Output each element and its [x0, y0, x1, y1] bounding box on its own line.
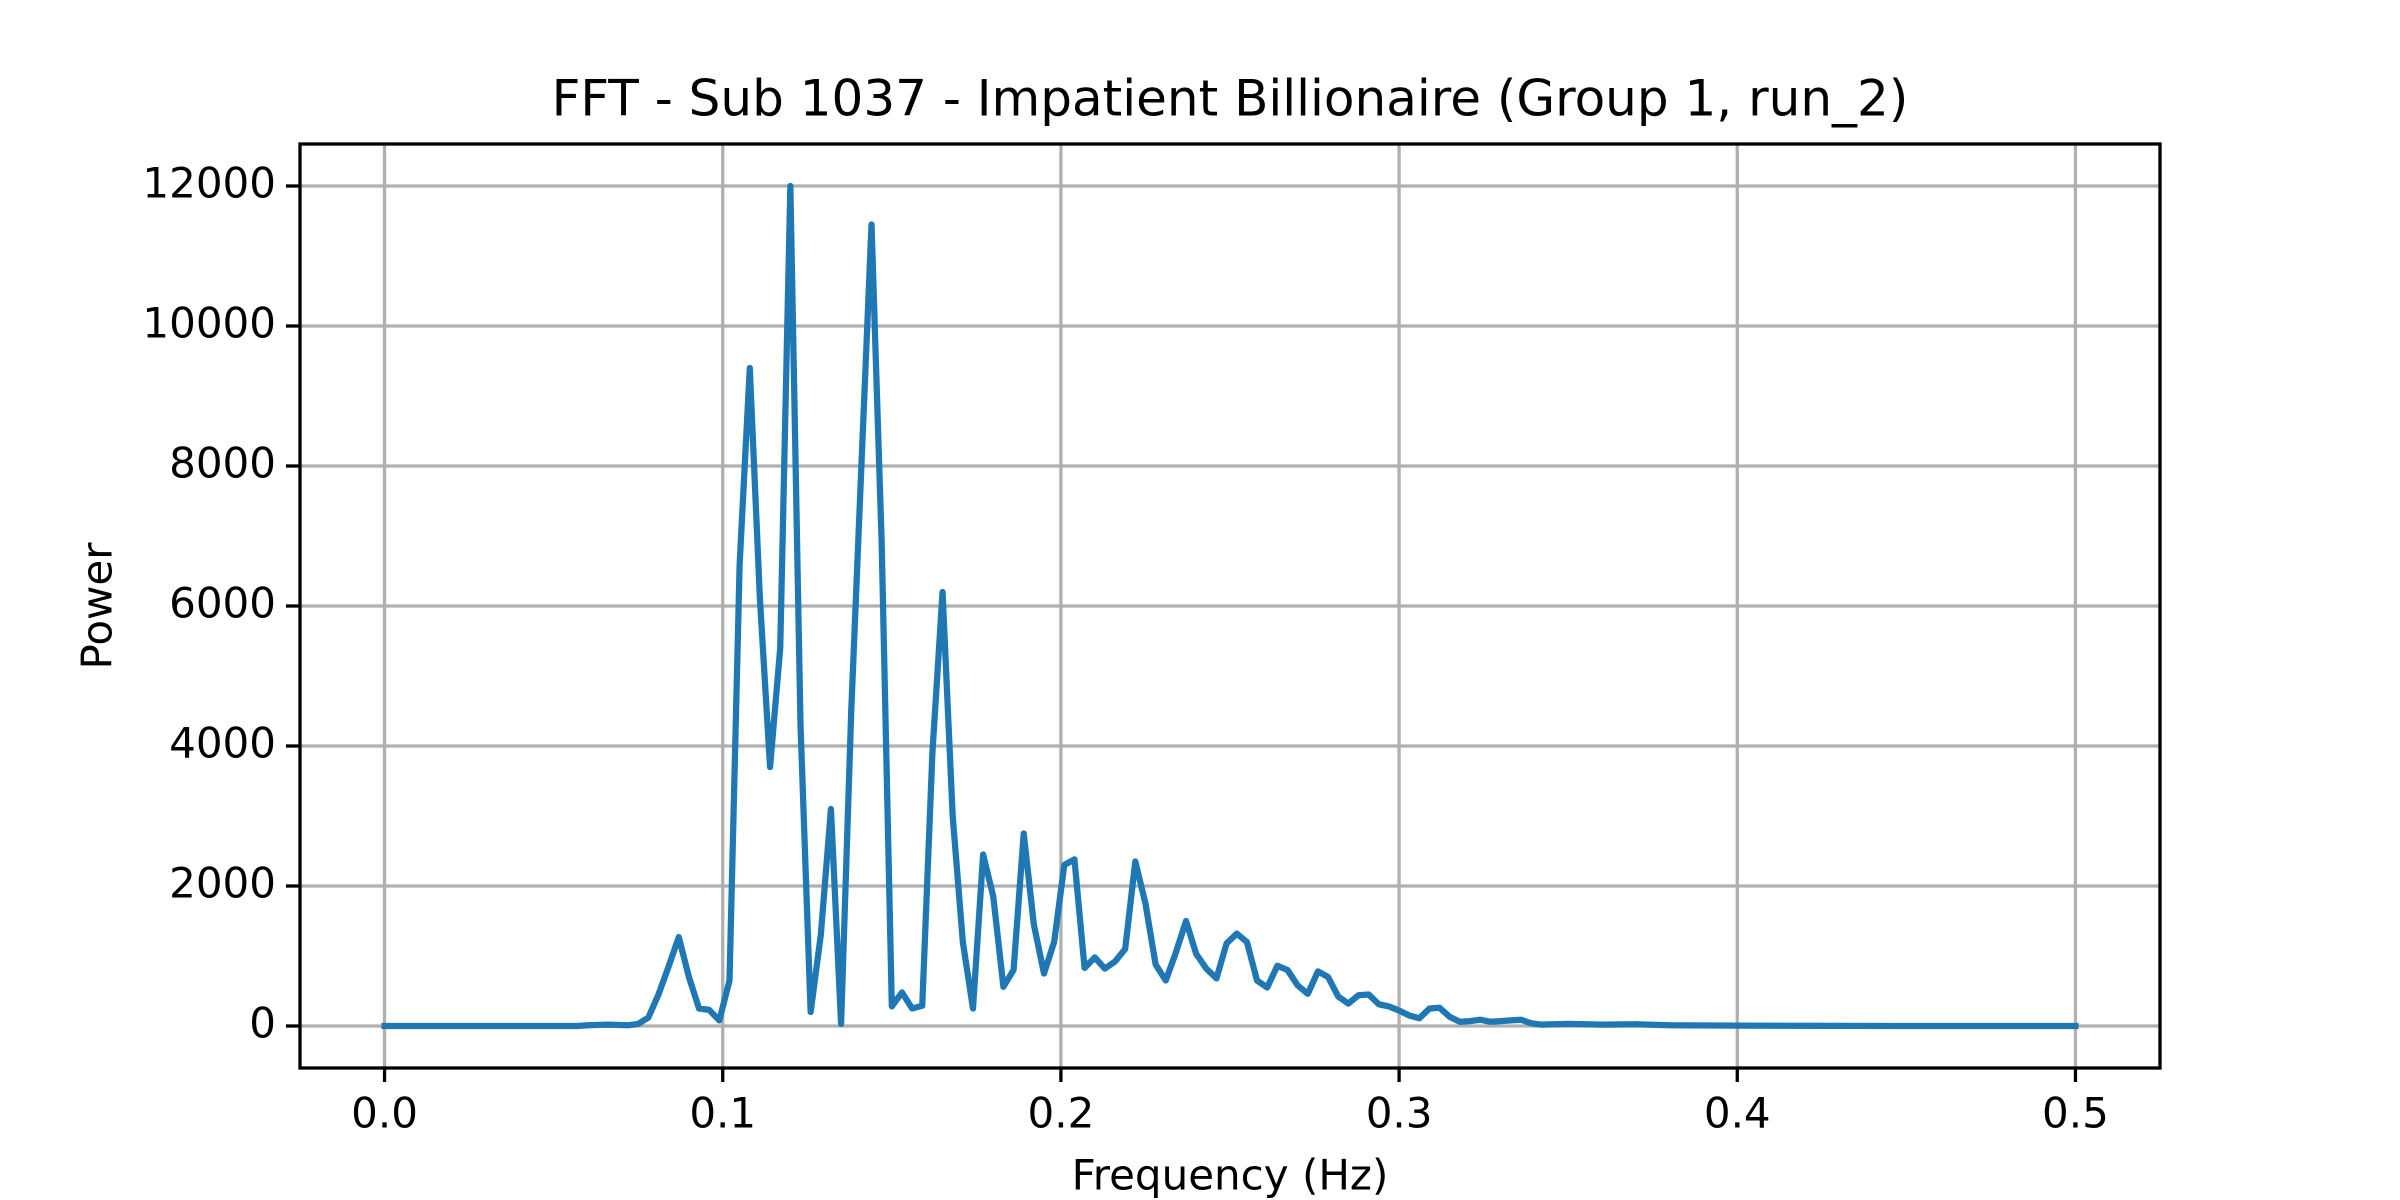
y-axis-label: Power: [73, 542, 122, 670]
x-axis-label: Frequency (Hz): [1072, 1151, 1389, 1200]
x-tick-label: 0.2: [1028, 1089, 1095, 1138]
x-tick-label: 0.5: [2042, 1089, 2109, 1138]
y-tick-label: 8000: [169, 439, 276, 488]
chart-title: FFT - Sub 1037 - Impatient Billionaire (…: [552, 70, 1909, 128]
x-tick-label: 0.3: [1366, 1089, 1433, 1138]
y-tick-label: 4000: [169, 719, 276, 768]
x-tick-label: 0.0: [351, 1089, 418, 1138]
x-tick-label: 0.1: [689, 1089, 756, 1138]
y-tick-label: 10000: [142, 299, 276, 348]
y-tick-label: 12000: [142, 159, 276, 208]
data-line: [381, 182, 2079, 1030]
y-tick-label: 0: [249, 999, 276, 1048]
x-tick-label: 0.4: [1704, 1089, 1771, 1138]
y-tick-label: 2000: [169, 859, 276, 908]
plot-frame: [298, 142, 2162, 1070]
y-tick-label: 6000: [169, 579, 276, 628]
